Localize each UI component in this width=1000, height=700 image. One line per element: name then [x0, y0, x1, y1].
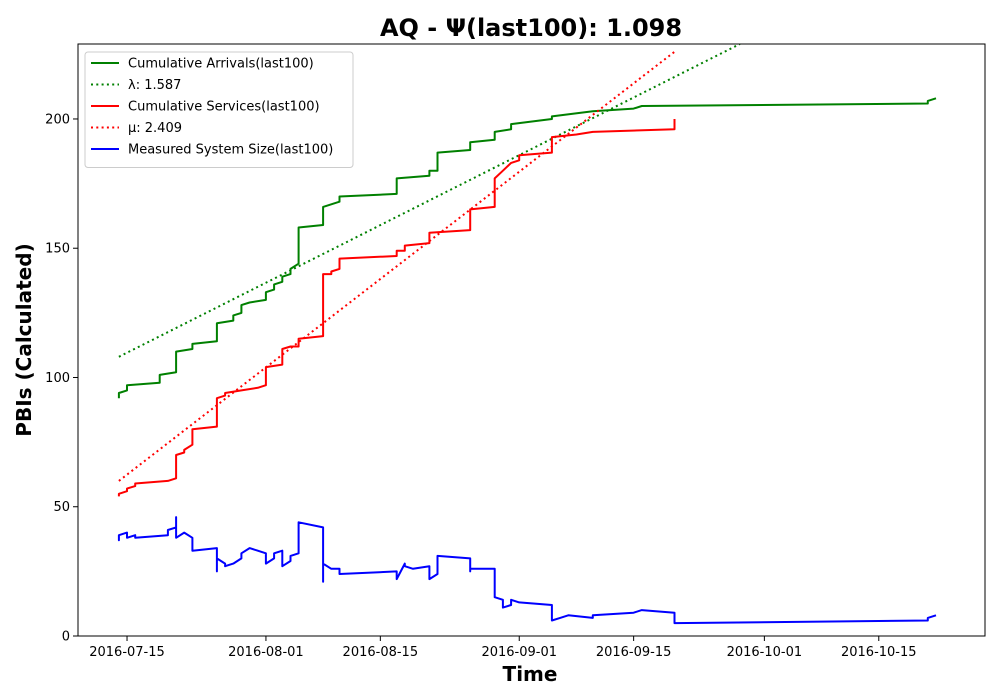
x-tick-label: 2016-10-15	[841, 645, 917, 660]
y-tick-label: 200	[45, 112, 70, 127]
plot-frame	[77, 43, 986, 637]
y-axis: 0 50 100 150 200	[45, 112, 78, 645]
legend-box	[84, 51, 354, 168]
y-tick-label: 50	[53, 500, 70, 515]
x-axis: 2016-07-15 2016-08-01 2016-08-15 2016-09-01…	[89, 636, 917, 660]
x-tick-label: 2016-08-15	[343, 645, 419, 660]
series-line-cumulative-services-last100	[117, 119, 676, 497]
chart-title: AQ - Ψ(last100): 1.098	[380, 14, 682, 42]
y-tick-label: 150	[45, 242, 70, 257]
legend-label-cumulative-services-last100: Cumulative Services(last100)	[128, 100, 320, 115]
legend-label-1-587: λ: 1.587	[128, 78, 181, 93]
series-line-cumulative-arrivals-last100	[117, 97, 937, 399]
y-axis-label: PBIs (Calculated)	[12, 243, 36, 436]
x-axis-label: Time	[503, 662, 558, 686]
y-tick-label: 100	[45, 371, 70, 386]
x-tick-label: 2016-08-01	[228, 645, 304, 660]
x-tick-label: 2016-10-01	[727, 645, 803, 660]
x-tick-label: 2016-09-01	[481, 645, 557, 660]
series-line-2-409	[118, 51, 676, 482]
legend-label-2-409: μ: 2.409	[128, 121, 182, 136]
legend-label-cumulative-arrivals-last100: Cumulative Arrivals(last100)	[128, 57, 314, 72]
legend-label-measured-system-size-last100: Measured System Size(last100)	[128, 143, 333, 158]
x-tick-label: 2016-09-15	[596, 645, 672, 660]
plot-lines	[117, 44, 937, 625]
legend: Cumulative Arrivals(last100) λ: 1.587 Cumu…	[84, 51, 354, 168]
x-tick-label: 2016-07-15	[89, 645, 165, 660]
series-line-1-587	[118, 44, 741, 358]
series-line-measured-system-size-last100	[117, 516, 937, 625]
y-tick-label: 0	[62, 630, 70, 645]
